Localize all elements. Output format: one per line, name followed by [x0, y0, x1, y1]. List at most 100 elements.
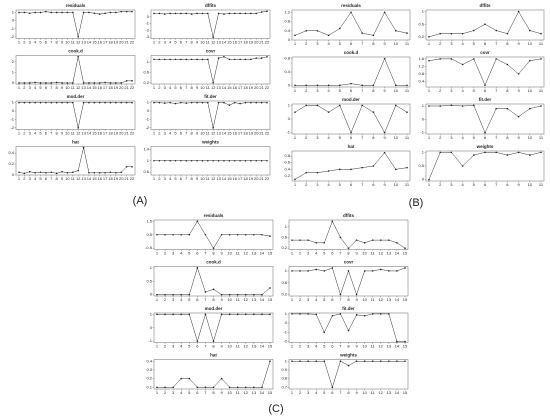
- data-point: [473, 154, 475, 156]
- data-point: [45, 172, 47, 174]
- x-tick-label: 13: [252, 251, 257, 256]
- x-tick-label: 6: [180, 131, 183, 136]
- x-tick-label: 9: [355, 297, 358, 302]
- y-tick-label: 0.6: [143, 69, 149, 74]
- data-point: [77, 169, 79, 172]
- data-point: [371, 360, 374, 363]
- x-tick-label: 12: [76, 176, 81, 181]
- data-point: [88, 82, 90, 84]
- x-tick-label: 19: [249, 176, 254, 181]
- x-tick-label: 7: [495, 41, 498, 46]
- data-point: [331, 386, 334, 389]
- x-tick-label: 21: [124, 176, 129, 181]
- x-tick-label: 1: [153, 85, 156, 90]
- x-tick-label: 7: [50, 40, 53, 45]
- x-tick-label: 9: [196, 176, 199, 181]
- x-tick-label: 2: [23, 85, 26, 90]
- data-point: [120, 101, 123, 104]
- data-point: [307, 270, 309, 272]
- x-tick-label: 6: [484, 182, 487, 187]
- x-tick-label: 11: [405, 135, 410, 140]
- x-tick-label: 2: [439, 88, 442, 93]
- x-tick-label: 2: [23, 40, 26, 45]
- x-tick-label: 7: [361, 41, 364, 46]
- x-tick-label: 10: [227, 344, 232, 349]
- x-tick-label: 6: [45, 85, 48, 90]
- x-tick-label: 14: [222, 85, 227, 90]
- data-point: [188, 377, 191, 380]
- data-point: [269, 313, 271, 316]
- chart-title: cook.d: [68, 49, 83, 54]
- x-tick-label: 5: [473, 88, 476, 93]
- data-point: [28, 12, 31, 15]
- x-tick-label: 9: [61, 176, 64, 181]
- data-point: [269, 360, 271, 363]
- data-point: [291, 270, 293, 272]
- chart-title: weights: [476, 144, 494, 149]
- data-point: [61, 101, 63, 104]
- x-tick-label: 11: [236, 390, 241, 395]
- plot-frame: [150, 55, 271, 85]
- data-point: [517, 10, 520, 13]
- data-point: [172, 293, 174, 296]
- x-tick-label: 3: [29, 131, 32, 136]
- data-point: [88, 172, 90, 174]
- data-point: [517, 115, 520, 118]
- data-point: [305, 29, 308, 32]
- data-point: [185, 102, 188, 104]
- data-point: [379, 239, 382, 241]
- data-point: [428, 59, 430, 62]
- data-point: [347, 247, 350, 249]
- x-tick-label: 20: [254, 176, 259, 181]
- y-tick-label: 0.4: [284, 166, 290, 171]
- x-tick-label: 6: [45, 176, 48, 181]
- data-point: [540, 32, 542, 35]
- data-point: [201, 159, 204, 162]
- x-tick-label: 5: [174, 176, 177, 181]
- x-tick-label: 5: [323, 344, 326, 349]
- data-point: [339, 168, 341, 171]
- x-tick-label: 15: [92, 85, 97, 90]
- x-tick-label: 10: [394, 135, 399, 140]
- x-tick-label: 20: [119, 40, 124, 45]
- x-tick-label: 13: [81, 176, 86, 181]
- x-tick-label: 3: [316, 41, 319, 46]
- data-point: [461, 32, 464, 35]
- y-tick-label: 1: [147, 100, 150, 105]
- x-tick-label: 21: [259, 85, 264, 90]
- data-point: [174, 159, 177, 162]
- data-point: [180, 313, 183, 316]
- data-point: [260, 11, 263, 13]
- data-point: [383, 11, 386, 14]
- x-tick-label: 12: [379, 390, 384, 395]
- y-tick-label: -1: [145, 117, 149, 122]
- data-point: [506, 32, 509, 35]
- data-point: [261, 233, 263, 236]
- y-tick-label: 0: [422, 116, 425, 121]
- data-point: [158, 12, 161, 15]
- data-point: [361, 84, 364, 87]
- plot-frame: [15, 146, 136, 176]
- x-tick-label: 13: [81, 85, 86, 90]
- y-tick-label: 0.8: [284, 19, 290, 24]
- x-tick-label: 5: [188, 251, 191, 256]
- data-point: [50, 171, 53, 174]
- x-tick-label: 10: [200, 85, 205, 90]
- data-point: [131, 10, 133, 13]
- data-point: [217, 12, 220, 15]
- x-tick-label: 5: [188, 297, 191, 302]
- plot-frame: [291, 56, 411, 88]
- chart-title: weights: [339, 353, 357, 358]
- x-tick-label: 11: [371, 251, 376, 256]
- data-point: [473, 104, 475, 107]
- x-tick-label: 2: [305, 88, 308, 93]
- data-point: [315, 360, 318, 363]
- data-point: [98, 13, 101, 15]
- chart-title: cook.d: [344, 50, 359, 55]
- y-tick-label: 0.6: [284, 160, 290, 165]
- data-point: [125, 80, 128, 82]
- x-tick-label: 2: [158, 40, 161, 45]
- y-tick-label: -2: [10, 34, 14, 39]
- data-point: [327, 170, 330, 172]
- x-tick-label: 1: [428, 135, 431, 140]
